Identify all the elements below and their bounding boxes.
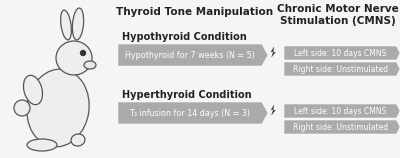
Circle shape bbox=[80, 51, 86, 55]
Ellipse shape bbox=[61, 10, 71, 40]
Polygon shape bbox=[118, 44, 268, 66]
Ellipse shape bbox=[84, 61, 96, 69]
Text: Hypothyroid for 7 weeks (N = 5): Hypothyroid for 7 weeks (N = 5) bbox=[125, 51, 255, 60]
Text: T₃ infusion for 14 days (N = 3): T₃ infusion for 14 days (N = 3) bbox=[130, 109, 250, 118]
Polygon shape bbox=[284, 46, 400, 60]
Text: Thyroid Tone Manipulation: Thyroid Tone Manipulation bbox=[116, 7, 274, 17]
Polygon shape bbox=[271, 47, 275, 57]
Polygon shape bbox=[118, 102, 268, 124]
Polygon shape bbox=[284, 62, 400, 76]
Ellipse shape bbox=[72, 8, 84, 40]
Polygon shape bbox=[284, 120, 400, 134]
Polygon shape bbox=[284, 104, 400, 118]
Polygon shape bbox=[271, 105, 275, 115]
Text: Right side: Unstimulated: Right side: Unstimulated bbox=[293, 64, 388, 73]
Circle shape bbox=[14, 100, 30, 116]
Ellipse shape bbox=[71, 134, 85, 146]
Text: Hypothyroid Condition: Hypothyroid Condition bbox=[122, 32, 247, 42]
Text: Left side: 10 days CMNS: Left side: 10 days CMNS bbox=[294, 49, 386, 58]
Ellipse shape bbox=[56, 41, 92, 75]
Text: Right side: Unstimulated: Right side: Unstimulated bbox=[293, 122, 388, 131]
Ellipse shape bbox=[27, 139, 57, 151]
Text: Chronic Motor Nerve
Stimulation (CMNS): Chronic Motor Nerve Stimulation (CMNS) bbox=[277, 4, 399, 26]
Text: Left side: 10 days CMNS: Left side: 10 days CMNS bbox=[294, 106, 386, 115]
Ellipse shape bbox=[27, 69, 89, 147]
Ellipse shape bbox=[24, 75, 42, 105]
Text: Hyperthyroid Condition: Hyperthyroid Condition bbox=[122, 90, 252, 100]
